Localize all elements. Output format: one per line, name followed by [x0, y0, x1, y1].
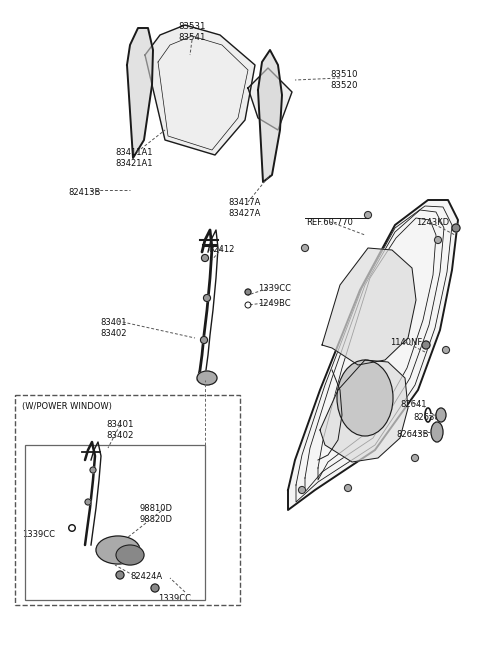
Ellipse shape: [96, 536, 140, 564]
Circle shape: [90, 467, 96, 473]
Polygon shape: [322, 248, 416, 365]
Text: 1140NF: 1140NF: [390, 338, 422, 347]
Text: 98820D: 98820D: [140, 515, 173, 524]
Text: 82630: 82630: [413, 413, 440, 422]
Polygon shape: [288, 200, 458, 510]
Text: 83531: 83531: [178, 22, 206, 31]
Text: 83402: 83402: [100, 329, 127, 338]
Circle shape: [85, 499, 91, 505]
Circle shape: [422, 341, 430, 349]
Circle shape: [151, 584, 159, 592]
Text: 82641: 82641: [400, 400, 427, 409]
Text: 83427A: 83427A: [228, 209, 260, 218]
Text: 1339CC: 1339CC: [258, 284, 291, 293]
Circle shape: [204, 295, 211, 301]
Text: 1339CC: 1339CC: [158, 594, 191, 603]
Circle shape: [443, 346, 449, 354]
Text: 82643B: 82643B: [396, 430, 429, 439]
Text: (W/POWER WINDOW): (W/POWER WINDOW): [22, 402, 112, 411]
Ellipse shape: [116, 545, 144, 565]
Ellipse shape: [436, 408, 446, 422]
Text: 83510: 83510: [330, 70, 358, 79]
Text: 82413B: 82413B: [68, 188, 100, 197]
Text: REF.60-770: REF.60-770: [306, 218, 353, 227]
Ellipse shape: [197, 371, 217, 385]
Circle shape: [116, 571, 124, 579]
Circle shape: [201, 337, 207, 343]
Circle shape: [69, 525, 75, 531]
Circle shape: [69, 525, 75, 531]
Text: 83417A: 83417A: [228, 198, 260, 207]
Text: 83402: 83402: [106, 431, 134, 440]
Circle shape: [364, 212, 372, 219]
Ellipse shape: [337, 360, 393, 436]
Text: 83401: 83401: [106, 420, 134, 429]
Polygon shape: [145, 25, 255, 155]
Text: 1243KD: 1243KD: [416, 218, 449, 227]
Circle shape: [411, 455, 419, 462]
Text: 98810D: 98810D: [140, 504, 173, 513]
Text: 82424A: 82424A: [130, 572, 162, 581]
Polygon shape: [127, 28, 153, 158]
Text: 1249BC: 1249BC: [258, 299, 290, 308]
Circle shape: [299, 487, 305, 493]
Circle shape: [452, 224, 460, 232]
Circle shape: [202, 255, 208, 261]
Text: 83520: 83520: [330, 81, 358, 90]
Circle shape: [301, 244, 309, 252]
Ellipse shape: [431, 422, 443, 442]
Text: 83421A1: 83421A1: [115, 159, 153, 168]
Circle shape: [345, 485, 351, 491]
Polygon shape: [248, 68, 292, 130]
Polygon shape: [258, 50, 282, 182]
Polygon shape: [320, 360, 408, 462]
Text: 1339CC: 1339CC: [22, 530, 55, 539]
Text: 83411A1: 83411A1: [115, 148, 153, 157]
Circle shape: [434, 236, 442, 244]
Text: 82412: 82412: [208, 245, 234, 254]
Circle shape: [245, 302, 251, 308]
Circle shape: [245, 289, 251, 295]
Text: 83541: 83541: [178, 33, 206, 42]
Text: 83401: 83401: [100, 318, 127, 327]
